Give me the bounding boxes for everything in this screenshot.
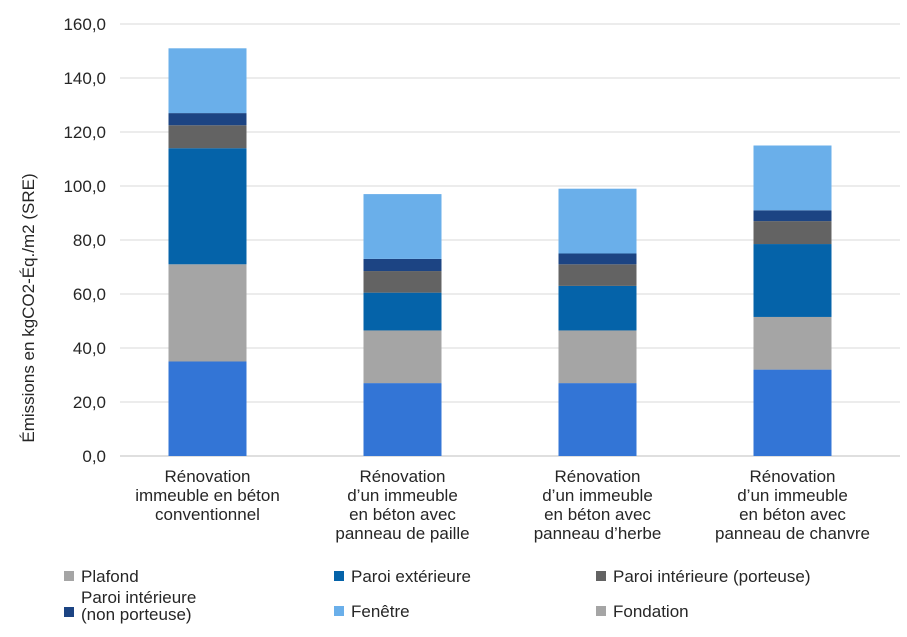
bar-segment bbox=[168, 113, 247, 126]
bar-segment bbox=[753, 369, 832, 456]
legend-swatch bbox=[334, 571, 344, 581]
bar-segment bbox=[753, 145, 832, 211]
bar-segment bbox=[753, 244, 832, 317]
bar-segment bbox=[753, 221, 832, 245]
y-tick-label: 160,0 bbox=[63, 15, 106, 34]
legend-swatch bbox=[596, 571, 606, 581]
bar-segment bbox=[168, 48, 247, 114]
legend-swatch bbox=[64, 607, 74, 617]
bar-segment bbox=[558, 285, 637, 331]
x-category-label: Rénovation immeuble en béton conventionnel bbox=[135, 467, 280, 524]
legend: Plafond Paroi extérieure Paroi intérieure … bbox=[64, 567, 810, 624]
bar-segment bbox=[168, 361, 247, 456]
bar-segment bbox=[753, 316, 832, 370]
legend-label: Fenêtre bbox=[351, 602, 410, 621]
bars bbox=[168, 48, 832, 456]
bar-segment bbox=[558, 264, 637, 286]
legend-swatch bbox=[334, 606, 344, 616]
bar-segment bbox=[558, 383, 637, 456]
bar-segment bbox=[363, 271, 442, 293]
y-tick-label: 120,0 bbox=[63, 123, 106, 142]
bar-segment bbox=[363, 258, 442, 272]
y-tick-label: 140,0 bbox=[63, 69, 106, 88]
legend-label: Paroi extérieure bbox=[351, 567, 471, 586]
y-tick-label: 20,0 bbox=[73, 393, 106, 412]
gridlines bbox=[120, 23, 900, 457]
legend-label: Paroi intérieure (non porteuse) bbox=[81, 588, 196, 624]
y-tick-label: 80,0 bbox=[73, 231, 106, 250]
y-tick-label: 0,0 bbox=[82, 447, 106, 466]
legend-label: Plafond bbox=[81, 567, 139, 586]
legend-label: Fondation bbox=[613, 602, 689, 621]
bar-segment bbox=[558, 330, 637, 384]
x-axis-categories: Rénovation immeuble en béton conventionnel… bbox=[135, 467, 870, 543]
x-category-label: Rénovation d’un immeuble en béton avec pann… bbox=[335, 467, 469, 543]
bar-segment bbox=[753, 210, 832, 222]
bar-segment bbox=[168, 264, 247, 362]
x-category-label: Rénovation d’un immeuble en béton avec pann… bbox=[534, 467, 662, 543]
y-tick-label: 100,0 bbox=[63, 177, 106, 196]
bar-segment bbox=[363, 383, 442, 456]
legend-label: Paroi intérieure (porteuse) bbox=[613, 567, 810, 586]
y-tick-label: 60,0 bbox=[73, 285, 106, 304]
y-axis-ticks: 0,0 20,0 40,0 60,0 80,0 100,0 120,0 140,0 160,0 bbox=[63, 15, 106, 466]
legend-swatch bbox=[64, 571, 74, 581]
bar-segment bbox=[558, 188, 637, 254]
y-axis-label: Émissions en kgCO2-Éq./m2 (SRE) bbox=[19, 173, 38, 442]
y-tick-label: 40,0 bbox=[73, 339, 106, 358]
bar-segment bbox=[558, 253, 637, 265]
bar-segment bbox=[168, 125, 247, 149]
bar-segment bbox=[363, 194, 442, 259]
x-category-label: Rénovation d’un immeuble en béton avec pann… bbox=[715, 467, 870, 543]
bar-segment bbox=[363, 292, 442, 331]
bar-segment bbox=[363, 330, 442, 384]
bar-segment bbox=[168, 148, 247, 265]
legend-swatch bbox=[596, 606, 606, 616]
